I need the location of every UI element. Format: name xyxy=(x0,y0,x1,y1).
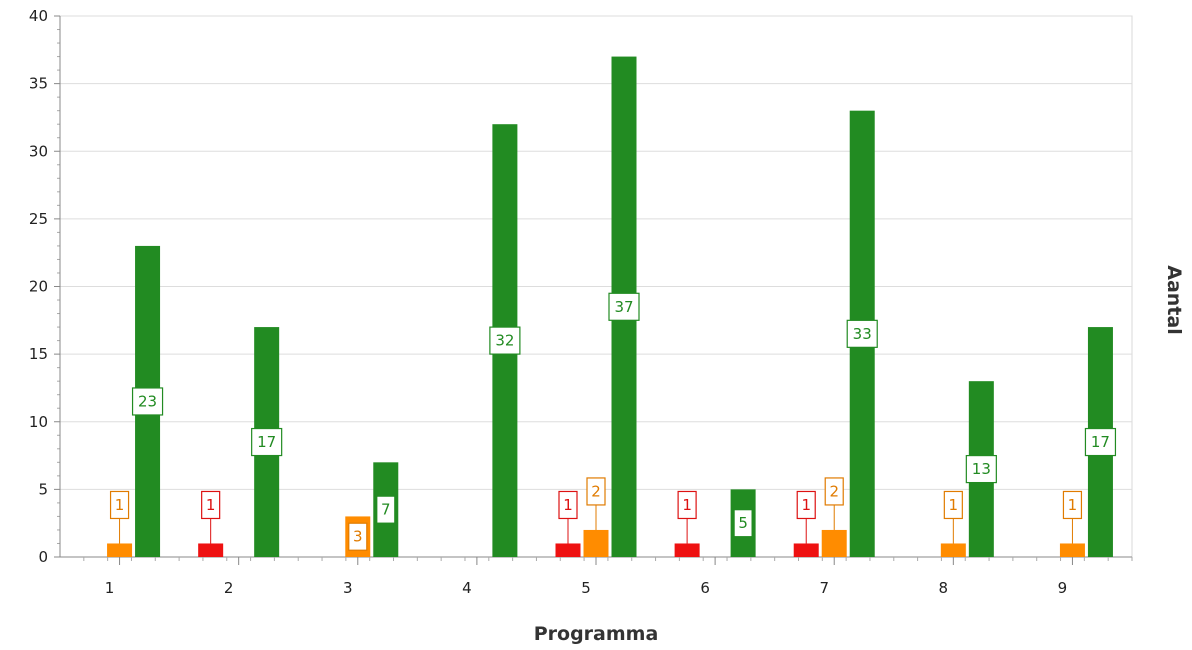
data-label-box xyxy=(131,387,164,416)
data-label: 3 xyxy=(353,528,363,546)
data-label: 2 xyxy=(591,482,601,500)
y-tick-label: 10 xyxy=(29,413,48,431)
bar xyxy=(674,543,700,557)
bar xyxy=(555,543,581,557)
data-label: 1 xyxy=(115,496,125,514)
y-axis-title: Aantal xyxy=(1163,265,1185,334)
data-label-box xyxy=(824,477,844,506)
x-tick-label: 5 xyxy=(581,579,591,597)
data-label-box xyxy=(943,490,963,520)
data-label-box xyxy=(558,490,578,520)
data-label-box xyxy=(109,490,130,520)
data-label: 1 xyxy=(682,496,692,514)
x-tick-label: 6 xyxy=(700,579,710,597)
data-label: 5 xyxy=(738,514,748,532)
data-label-box xyxy=(348,522,368,551)
y-tick-label: 30 xyxy=(29,142,48,160)
x-tick-label: 7 xyxy=(819,579,829,597)
x-axis-title: Programma xyxy=(534,623,659,645)
data-label-box xyxy=(586,477,606,506)
data-label-box xyxy=(965,454,997,484)
data-label-box xyxy=(201,490,221,520)
y-tick-label: 15 xyxy=(29,345,48,363)
data-label-box xyxy=(846,319,878,348)
bar xyxy=(793,543,819,557)
x-tick-label: 8 xyxy=(939,579,949,597)
data-label: 1 xyxy=(563,496,573,514)
data-label-box xyxy=(677,490,697,520)
data-label: 32 xyxy=(495,332,514,350)
data-label: 1 xyxy=(206,496,216,514)
bar xyxy=(198,543,224,557)
bar xyxy=(821,529,847,557)
data-label: 1 xyxy=(1068,496,1078,514)
data-label: 17 xyxy=(257,433,276,451)
x-tick-label: 1 xyxy=(105,579,115,597)
data-label-box xyxy=(251,427,283,457)
data-label: 13 xyxy=(972,460,991,478)
data-label: 1 xyxy=(801,496,811,514)
bar xyxy=(1059,543,1085,557)
bar xyxy=(940,543,966,557)
bar xyxy=(107,543,133,557)
data-label-box xyxy=(376,495,396,524)
y-tick-label: 40 xyxy=(29,7,48,25)
y-tick-label: 25 xyxy=(29,210,48,228)
data-label-box xyxy=(1084,427,1117,457)
bar xyxy=(583,529,609,557)
data-label: 1 xyxy=(949,496,959,514)
y-tick-label: 5 xyxy=(38,480,48,498)
x-tick-label: 2 xyxy=(224,579,234,597)
x-tick-label: 3 xyxy=(343,579,353,597)
data-label-box xyxy=(1062,490,1083,520)
data-label: 2 xyxy=(829,482,839,500)
x-tick-label: 9 xyxy=(1058,579,1068,597)
y-tick-label: 0 xyxy=(38,548,48,566)
data-label-box xyxy=(733,509,753,538)
data-label-box xyxy=(608,292,640,321)
y-tick-label: 35 xyxy=(29,75,48,93)
y-tick-label: 20 xyxy=(29,278,48,296)
data-label: 7 xyxy=(381,501,391,519)
data-label: 37 xyxy=(614,298,633,316)
data-label-box xyxy=(489,326,521,355)
data-label: 23 xyxy=(138,392,157,410)
data-label: 33 xyxy=(853,325,872,343)
x-tick-label: 4 xyxy=(462,579,472,597)
data-label-box xyxy=(796,490,816,520)
data-label: 17 xyxy=(1091,433,1110,451)
